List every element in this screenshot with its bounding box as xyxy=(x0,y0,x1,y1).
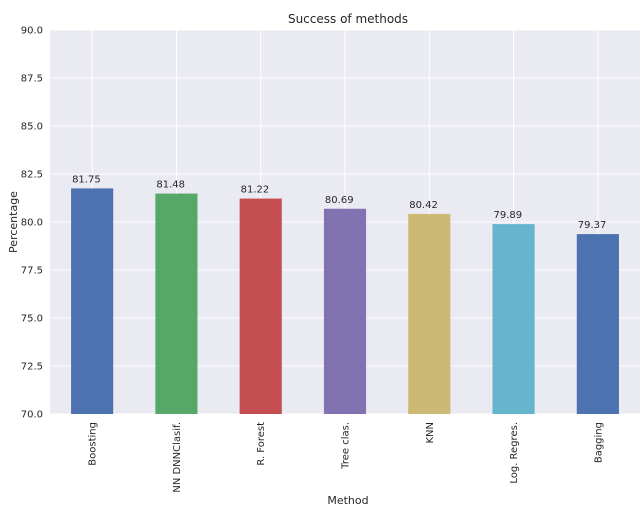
bar-value-label: 79.37 xyxy=(578,220,607,231)
bar-tree-clas xyxy=(323,208,367,414)
bar-nn-dnnclasif xyxy=(155,193,198,414)
y-tick-labels: 70.0 72.5 75.0 77.5 80.0 82.5 85.0 87.5 90.0 xyxy=(21,26,43,421)
bar-boosting xyxy=(71,188,114,414)
y-tick-label: 77.5 xyxy=(21,266,43,277)
x-tick-label: R. Forest xyxy=(256,422,267,466)
bar-value-label: 81.48 xyxy=(156,180,185,191)
y-tick-label: 80.0 xyxy=(21,218,43,229)
bars xyxy=(71,188,619,414)
bar-value-label: 80.42 xyxy=(409,200,438,211)
bar-value-label: 80.69 xyxy=(325,195,354,206)
bar-value-label: 81.22 xyxy=(241,185,270,196)
y-tick-label: 90.0 xyxy=(21,26,43,37)
y-tick-label: 82.5 xyxy=(21,170,43,181)
y-tick-label: 75.0 xyxy=(21,314,43,325)
x-tick-label: Bagging xyxy=(593,422,604,463)
x-tick-label: NN DNNClasif. xyxy=(172,422,183,493)
x-tick-label: Tree clas. xyxy=(341,422,352,470)
bar-value-label: 79.89 xyxy=(494,210,523,221)
bar-r-forest xyxy=(239,198,282,414)
y-axis-label: Percentage xyxy=(7,191,20,253)
x-axis-label: Method xyxy=(327,494,368,506)
y-tick-label: 85.0 xyxy=(21,122,43,133)
bar-log-regres xyxy=(492,224,535,414)
chart-title: Success of methods xyxy=(288,12,408,26)
bar-bagging xyxy=(576,234,619,414)
x-tick-labels: Boosting NN DNNClasif. R. Forest Tree clas.… xyxy=(88,422,605,493)
bar-value-label: 81.75 xyxy=(72,174,101,185)
y-tick-label: 72.5 xyxy=(21,362,43,373)
bar-knn xyxy=(408,213,451,414)
x-tick-label: KNN xyxy=(425,422,436,444)
x-tick-label: Boosting xyxy=(88,422,99,466)
data-labels: 81.75 81.48 81.22 80.69 80.42 79.89 79.37 xyxy=(72,174,606,231)
y-tick-label: 87.5 xyxy=(21,74,43,85)
x-tick-label: Log. Regres. xyxy=(509,422,520,484)
y-tick-label: 70.0 xyxy=(21,410,43,421)
